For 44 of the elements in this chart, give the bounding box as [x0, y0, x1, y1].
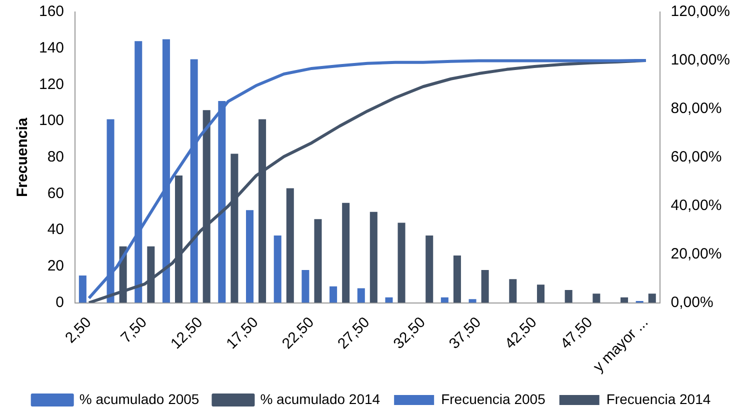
bar: [385, 297, 393, 303]
bar: [592, 294, 600, 303]
bar: [453, 256, 461, 303]
bar: [370, 212, 378, 303]
bar: [314, 219, 322, 303]
bar: [509, 279, 517, 303]
y2-tick-label: 120,00%: [670, 3, 730, 20]
bar: [286, 188, 294, 303]
y-tick-label: 100: [38, 112, 64, 130]
y2-tick-label: 20,00%: [670, 245, 722, 262]
y2-tick-label: 40,00%: [670, 196, 722, 214]
y-tick-label: 120: [38, 76, 64, 93]
bar: [440, 297, 448, 303]
y-tick-label: 80: [47, 148, 64, 166]
y2-tick-label: 100,00%: [670, 52, 730, 69]
bar: [274, 236, 282, 303]
legend-label: Frecuencia 2014: [606, 390, 711, 407]
y-axis-title: Frecuencia: [14, 117, 32, 197]
bar: [302, 270, 310, 303]
y-tick-label: 160: [38, 3, 64, 20]
bar: [426, 236, 434, 303]
bar: [481, 270, 489, 303]
legend-label: % acumulado 2014: [260, 390, 380, 407]
y-tick-label: 0: [56, 294, 64, 311]
bar: [398, 222, 406, 303]
bar: [342, 202, 350, 303]
x-tick-label: 7,50: [118, 314, 150, 347]
bar: [564, 290, 572, 303]
legend-label: % acumulado 2005: [79, 390, 200, 407]
y2-tick-label: 80,00%: [670, 100, 722, 118]
y2-tick-label: 0,00%: [670, 294, 714, 311]
y2-tick-label: 60,00%: [670, 148, 722, 166]
y-tick-label: 40: [47, 221, 64, 238]
bar: [357, 288, 365, 303]
legend-label: Frecuencia 2005: [441, 390, 546, 407]
y-tick-label: 20: [47, 258, 64, 275]
bar: [620, 297, 628, 303]
bar: [330, 286, 338, 303]
bar: [536, 284, 545, 303]
y-tick-label: 140: [38, 39, 64, 56]
y-tick-label: 60: [47, 184, 64, 202]
bar: [648, 294, 656, 303]
bar: [468, 299, 476, 303]
bar: [246, 210, 254, 303]
